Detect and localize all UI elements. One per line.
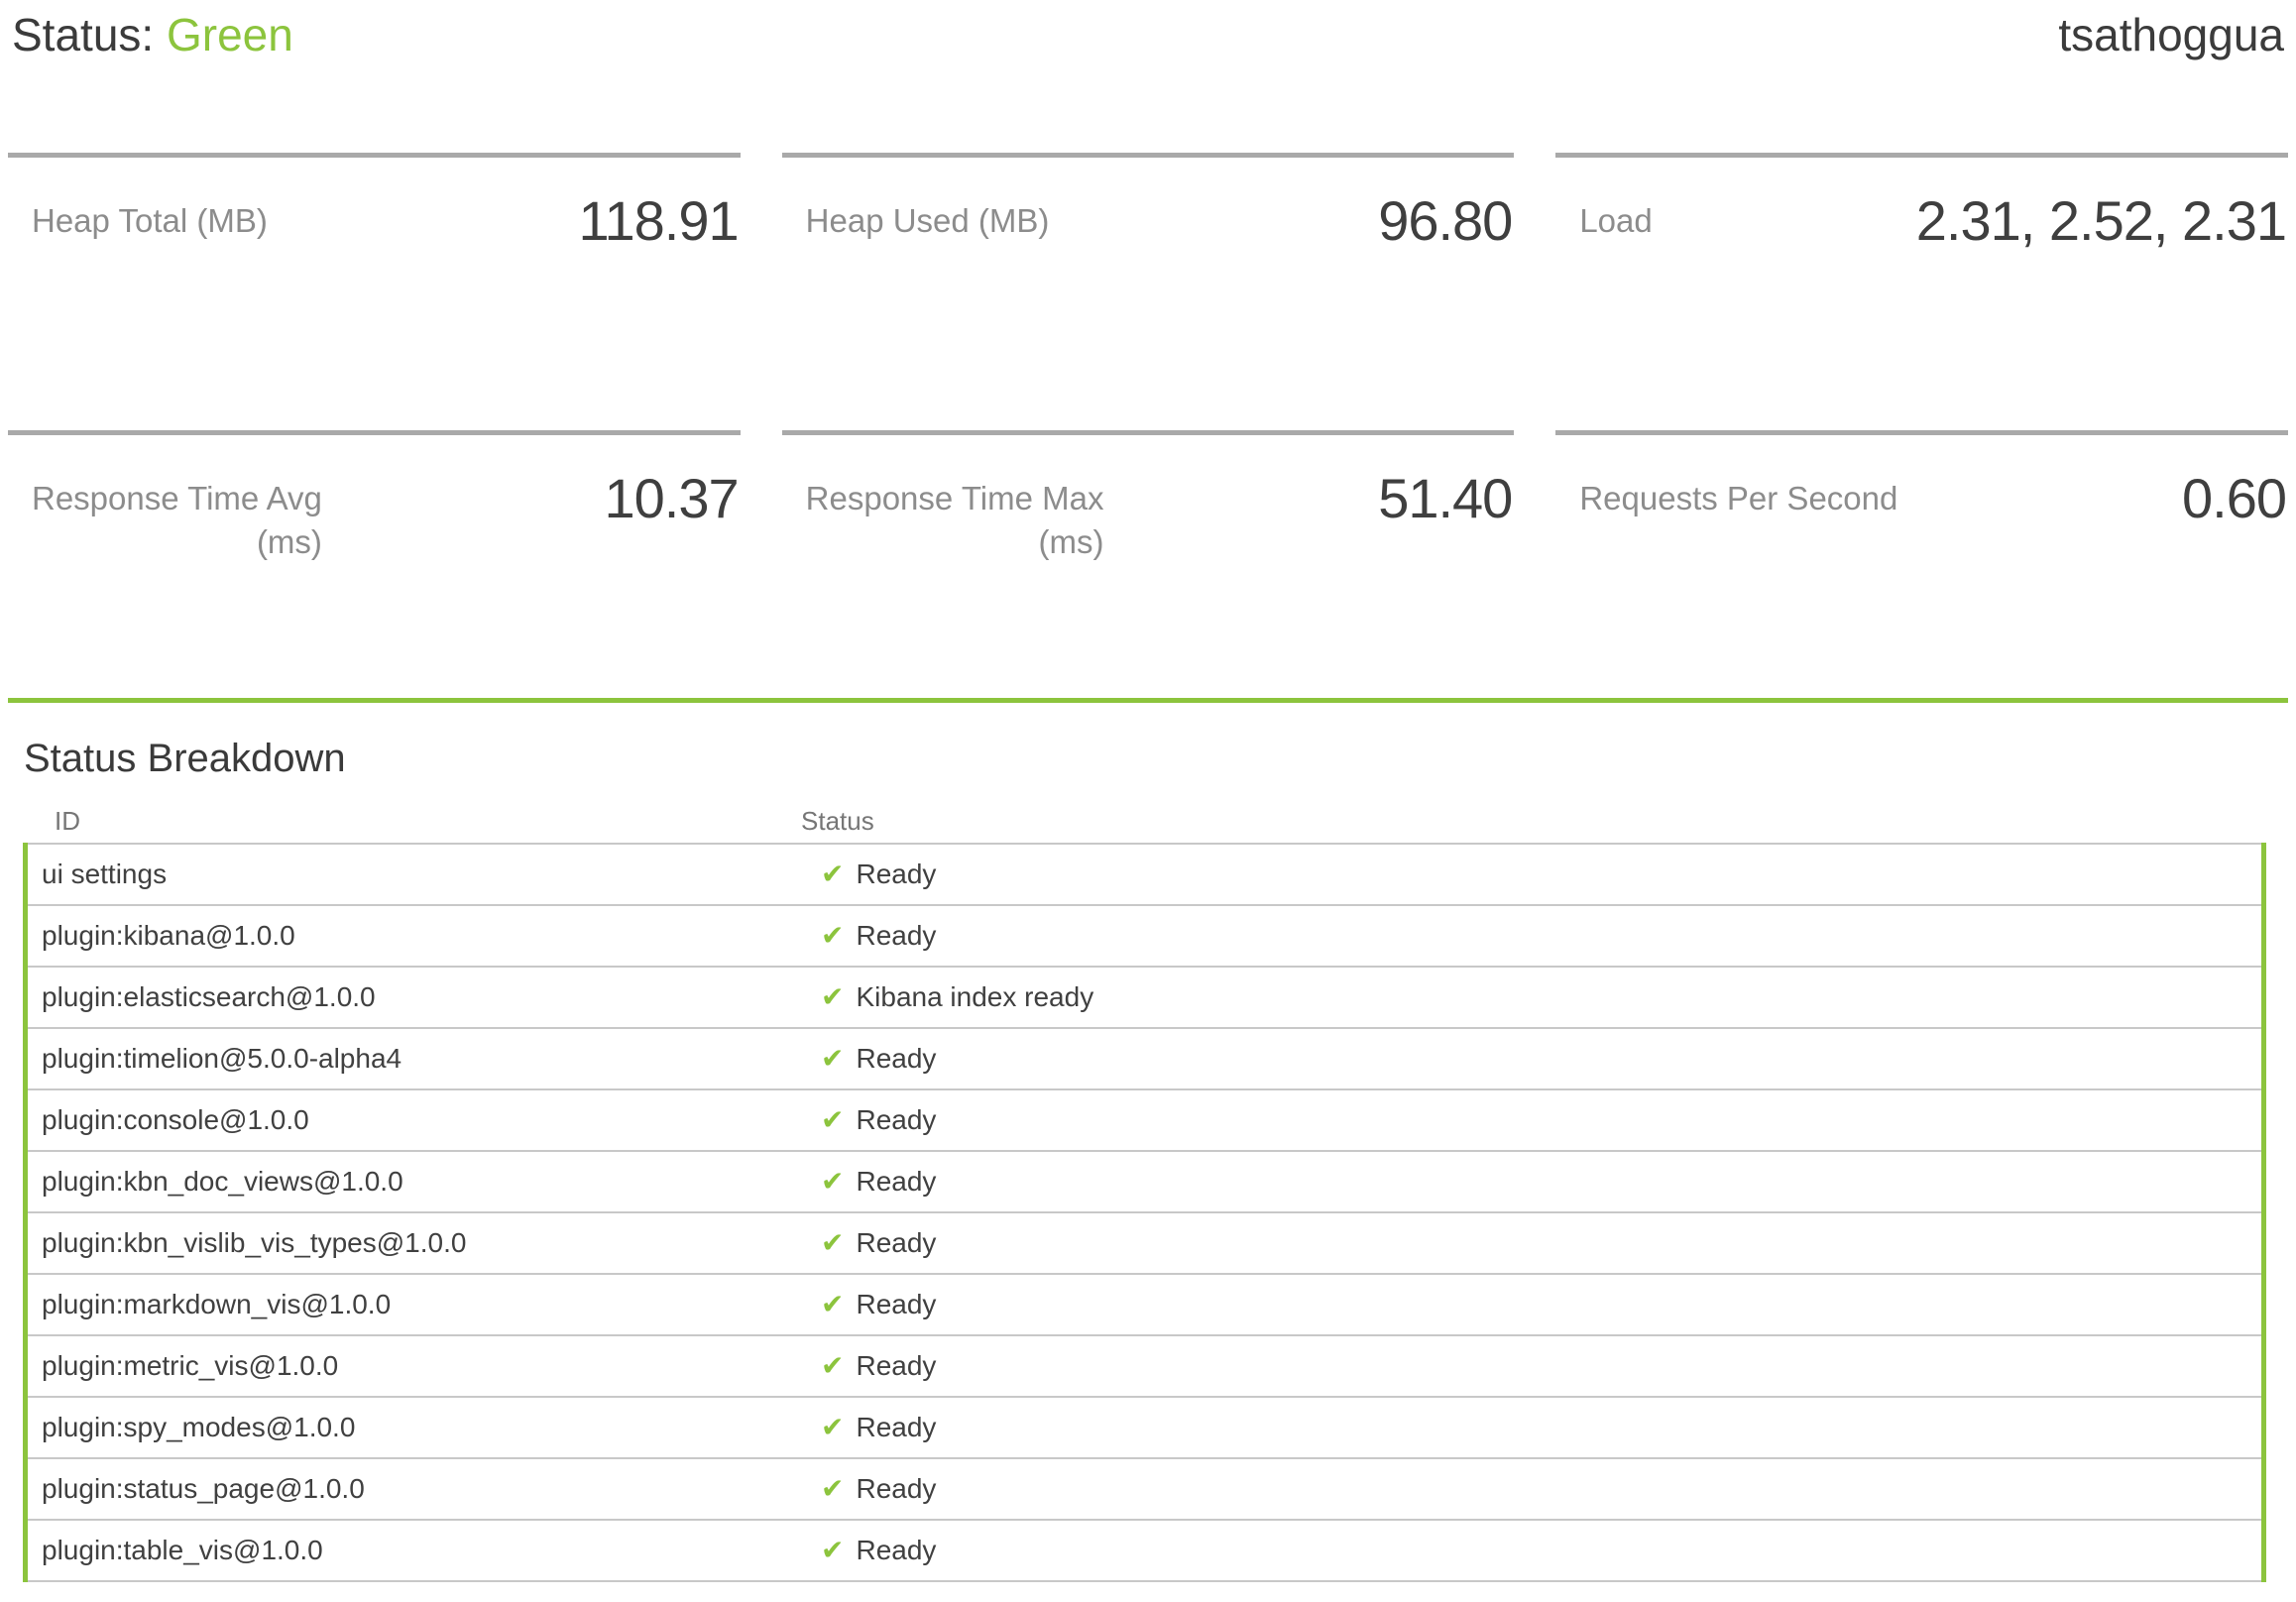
titlebar: Status: Green tsathoggua — [0, 0, 2296, 65]
check-icon: ✔ — [821, 1535, 845, 1566]
row-id: plugin:kbn_doc_views@1.0.0 — [42, 1165, 403, 1197]
status-text: Ready — [856, 1473, 937, 1505]
page-title: Status: Green — [12, 6, 293, 65]
row-status: ✔ Ready — [807, 1520, 2264, 1581]
metric-heap-total: Heap Total (MB) 118.91 — [8, 152, 741, 430]
metric-response-time-avg: Response Time Avg (ms) 10.37 — [8, 429, 741, 698]
row-id: plugin:kibana@1.0.0 — [42, 919, 295, 951]
table-row: plugin:markdown_vis@1.0.0 ✔ Ready — [25, 1274, 2264, 1335]
check-icon: ✔ — [821, 1043, 845, 1075]
check-icon: ✔ — [821, 1104, 845, 1136]
metric-value: 2.31, 2.52, 2.31 — [1915, 188, 2287, 252]
row-status: ✔ Ready — [807, 1458, 2264, 1520]
metric-label: Heap Total (MB) — [32, 201, 268, 239]
check-icon: ✔ — [821, 1412, 845, 1443]
metric-label: Response Time Avg (ms) — [32, 479, 322, 561]
status-text: Ready — [856, 858, 937, 890]
column-header-id: ID — [55, 805, 80, 836]
row-id: plugin:metric_vis@1.0.0 — [42, 1349, 339, 1381]
table-row: plugin:metric_vis@1.0.0 ✔ Ready — [25, 1335, 2264, 1397]
row-status: ✔ Ready — [807, 1274, 2264, 1335]
metric-value: 10.37 — [604, 466, 740, 529]
row-id: plugin:kbn_vislib_vis_types@1.0.0 — [42, 1226, 467, 1258]
table-header-row: ID Status — [23, 806, 2266, 837]
row-status: ✔ Ready — [807, 1151, 2264, 1212]
row-id: plugin:elasticsearch@1.0.0 — [42, 980, 376, 1012]
check-icon: ✔ — [821, 1166, 845, 1198]
row-status: ✔ Ready — [807, 844, 2264, 905]
table-row: plugin:timelion@5.0.0-alpha4 ✔ Ready — [25, 1028, 2264, 1089]
metric-value: 51.40 — [1378, 466, 1513, 529]
table-row: plugin:elasticsearch@1.0.0 ✔ Kibana index… — [25, 967, 2264, 1028]
status-text: Ready — [856, 1227, 937, 1259]
table-row: plugin:kbn_doc_views@1.0.0 ✔ Ready — [25, 1151, 2264, 1212]
status-label: Status: — [12, 9, 155, 60]
status-text: Ready — [856, 1166, 937, 1198]
metric-label: Requests Per Second — [1579, 479, 1898, 516]
table-row: plugin:kbn_vislib_vis_types@1.0.0 ✔ Ready — [25, 1212, 2264, 1274]
metric-value: 118.91 — [578, 188, 740, 252]
metric-label: Load — [1579, 201, 1653, 239]
metric-requests-per-second: Requests Per Second 0.60 — [1555, 429, 2288, 698]
metric-load: Load 2.31, 2.52, 2.31 — [1555, 152, 2288, 430]
column-header-status: Status — [801, 805, 874, 836]
status-text: Ready — [856, 1289, 937, 1320]
status-text: Ready — [856, 1104, 937, 1136]
row-id: plugin:timelion@5.0.0-alpha4 — [42, 1042, 402, 1074]
status-breakdown-title: Status Breakdown — [24, 736, 346, 780]
table-row: plugin:status_page@1.0.0 ✔ Ready — [25, 1458, 2264, 1520]
metric-value: 0.60 — [2182, 466, 2287, 529]
metric-heap-used: Heap Used (MB) 96.80 — [781, 152, 1515, 430]
table-row: plugin:spy_modes@1.0.0 ✔ Ready — [25, 1397, 2264, 1458]
check-icon: ✔ — [821, 1350, 845, 1382]
row-id: plugin:console@1.0.0 — [42, 1103, 309, 1135]
row-status: ✔ Kibana index ready — [807, 967, 2264, 1028]
metric-value: 96.80 — [1378, 188, 1513, 252]
metric-response-time-max: Response Time Max (ms) 51.40 — [781, 429, 1515, 698]
row-status: ✔ Ready — [807, 1028, 2264, 1089]
row-id: plugin:spy_modes@1.0.0 — [42, 1411, 356, 1442]
check-icon: ✔ — [821, 920, 845, 952]
status-text: Kibana index ready — [856, 981, 1094, 1013]
row-status: ✔ Ready — [807, 1212, 2264, 1274]
row-id: plugin:markdown_vis@1.0.0 — [42, 1288, 392, 1319]
metric-label: Response Time Max (ms) — [805, 479, 1104, 561]
green-divider — [8, 697, 2288, 703]
row-status: ✔ Ready — [807, 1335, 2264, 1397]
status-text: Ready — [856, 920, 937, 952]
row-status: ✔ Ready — [807, 1397, 2264, 1458]
status-text: Ready — [856, 1412, 937, 1443]
check-icon: ✔ — [821, 858, 845, 890]
check-icon: ✔ — [821, 981, 845, 1013]
check-icon: ✔ — [821, 1289, 845, 1320]
status-text: Ready — [856, 1535, 937, 1566]
status-breakdown-table: ui settings ✔ Ready plugin:kibana@1.0.0 ✔… — [23, 842, 2266, 1582]
table-row: ui settings ✔ Ready — [25, 844, 2264, 905]
metric-label: Heap Used (MB) — [805, 201, 1050, 239]
check-icon: ✔ — [821, 1227, 845, 1259]
hostname: tsathoggua — [2058, 9, 2284, 60]
metrics-grid: Heap Total (MB) 118.91 Heap Used (MB) 96… — [8, 152, 2288, 698]
status-text: Ready — [856, 1350, 937, 1382]
row-id: plugin:table_vis@1.0.0 — [42, 1534, 323, 1565]
row-status: ✔ Ready — [807, 1089, 2264, 1151]
row-id: plugin:status_page@1.0.0 — [42, 1472, 365, 1504]
row-status: ✔ Ready — [807, 905, 2264, 967]
table-row: plugin:console@1.0.0 ✔ Ready — [25, 1089, 2264, 1151]
row-id: ui settings — [42, 858, 168, 889]
table-row: plugin:kibana@1.0.0 ✔ Ready — [25, 905, 2264, 967]
check-icon: ✔ — [821, 1473, 845, 1505]
status-value: Green — [166, 9, 293, 60]
status-text: Ready — [856, 1043, 937, 1075]
table-row: plugin:table_vis@1.0.0 ✔ Ready — [26, 1520, 2264, 1581]
